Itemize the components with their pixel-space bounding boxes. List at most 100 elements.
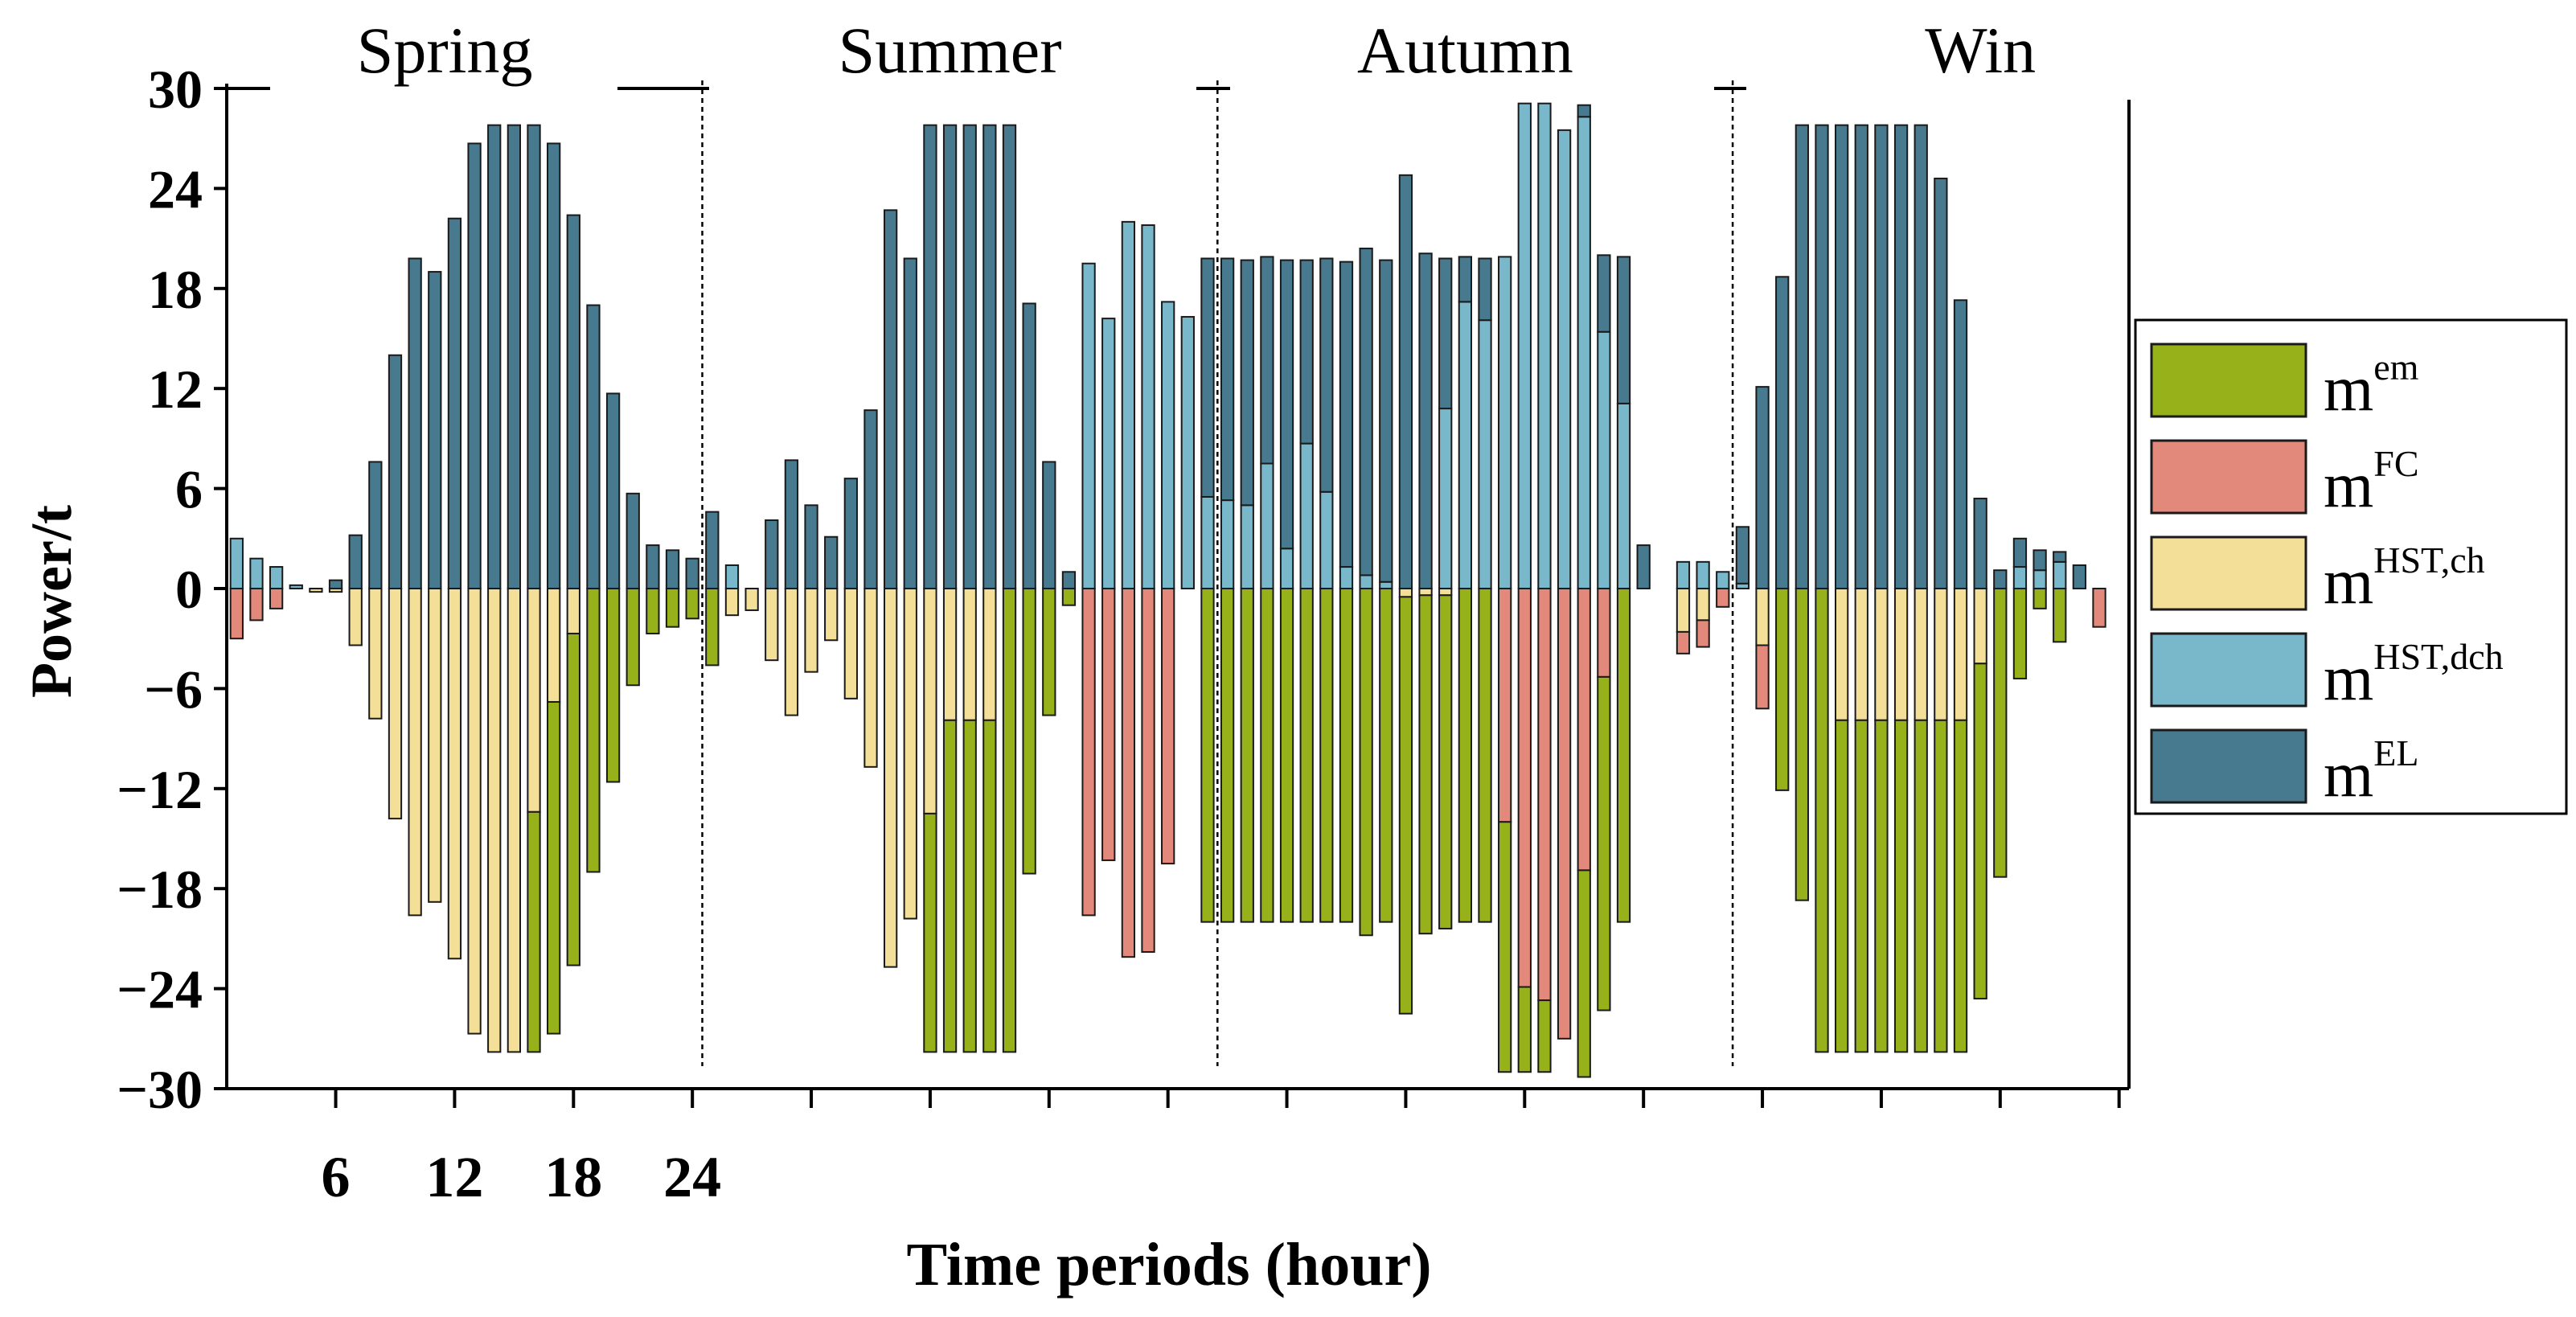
bar-el-56 xyxy=(1319,257,1334,493)
y-tick-label--30: −30 xyxy=(117,1059,203,1120)
bar-el-10 xyxy=(408,257,422,589)
bar-hst_ch-35 xyxy=(903,588,917,920)
bar-hst_dch-2 xyxy=(249,557,264,589)
bar-el-78 xyxy=(1755,386,1770,590)
bar-el-40 xyxy=(1002,124,1017,589)
bar-el-16 xyxy=(527,124,541,589)
bar-el-60 xyxy=(1398,174,1413,589)
bar-el-81 xyxy=(1815,124,1829,589)
bar-hst_dch-67 xyxy=(1537,102,1552,590)
bar-em-41 xyxy=(1022,588,1036,875)
bar-em-66 xyxy=(1517,986,1532,1073)
legend-swatch-fc xyxy=(2150,439,2307,515)
bar-el-69 xyxy=(1577,104,1591,118)
bar-el-83 xyxy=(1854,124,1868,589)
bar-hst_ch-34 xyxy=(883,588,898,968)
bar-el-84 xyxy=(1874,124,1889,589)
bar-el-57 xyxy=(1339,261,1354,568)
bar-el-22 xyxy=(646,544,660,589)
bar-hst_ch-12 xyxy=(447,588,462,960)
bar-fc-95 xyxy=(2092,588,2106,628)
bar-el-94 xyxy=(2072,564,2087,589)
bar-el-52 xyxy=(1240,259,1254,507)
bar-fc-47 xyxy=(1141,588,1155,953)
bar-fc-69 xyxy=(1577,588,1591,872)
bar-em-53 xyxy=(1260,588,1274,923)
bar-el-17 xyxy=(547,142,561,590)
x-tick-label-12: 12 xyxy=(425,1145,483,1209)
y-tick-label-24: 24 xyxy=(148,158,203,220)
bar-el-50 xyxy=(1200,257,1215,498)
bar-hst_dch-74 xyxy=(1676,560,1691,589)
bar-em-84 xyxy=(1874,719,1889,1053)
bar-hst_ch-88 xyxy=(1953,588,1968,721)
bar-em-83 xyxy=(1854,719,1868,1053)
bar-em-91 xyxy=(2012,588,2028,679)
bar-el-6 xyxy=(328,579,343,590)
bar-fc-67 xyxy=(1537,588,1552,1002)
bar-hst_dch-91 xyxy=(2012,566,2028,590)
bar-hst_dch-54 xyxy=(1279,548,1294,589)
bar-hst_ch-37 xyxy=(942,588,958,721)
bar-hst_dch-44 xyxy=(1081,262,1096,589)
y-tick-label--6: −6 xyxy=(144,658,203,720)
bar-el-59 xyxy=(1379,259,1393,583)
bar-el-79 xyxy=(1775,276,1790,589)
bar-fc-66 xyxy=(1517,588,1532,988)
bar-el-32 xyxy=(843,478,858,589)
bar-el-92 xyxy=(2032,549,2047,572)
legend-label-sup-hst_dch: HST,dch xyxy=(2373,636,2503,677)
bar-em-65 xyxy=(1498,821,1512,1073)
bar-hst_ch-33 xyxy=(863,588,878,768)
bar-hst_ch-18 xyxy=(566,588,580,634)
bar-hst_dch-66 xyxy=(1517,102,1532,590)
bar-el-64 xyxy=(1478,257,1492,322)
bar-el-7 xyxy=(348,534,363,589)
bar-el-39 xyxy=(982,124,997,589)
bar-em-22 xyxy=(646,588,660,634)
bar-hst_ch-11 xyxy=(428,588,442,903)
bar-hst_dch-71 xyxy=(1616,402,1631,589)
bar-el-90 xyxy=(1993,569,2008,590)
bar-hst_ch-29 xyxy=(784,588,799,716)
bar-el-71 xyxy=(1616,256,1631,404)
bar-em-57 xyxy=(1339,588,1354,923)
bar-hst_ch-83 xyxy=(1854,588,1868,721)
bar-em-87 xyxy=(1934,719,1948,1053)
bar-em-88 xyxy=(1953,719,1968,1053)
bar-em-56 xyxy=(1319,588,1334,923)
bar-el-77 xyxy=(1735,526,1750,585)
bar-hst_dch-70 xyxy=(1597,330,1611,589)
bar-fc-76 xyxy=(1716,588,1730,608)
bar-hst_ch-8 xyxy=(368,588,383,720)
bar-em-40 xyxy=(1002,588,1017,1053)
bar-hst_ch-74 xyxy=(1676,588,1691,633)
bar-hst_dch-59 xyxy=(1379,581,1393,589)
bar-hst_ch-36 xyxy=(923,588,937,814)
bar-hst_dch-76 xyxy=(1716,571,1730,589)
bar-em-92 xyxy=(2032,588,2047,609)
bar-hst_dch-26 xyxy=(724,564,740,589)
bar-el-62 xyxy=(1438,257,1453,410)
bar-hst_dch-53 xyxy=(1260,462,1274,589)
bar-em-39 xyxy=(982,719,997,1053)
bar-fc-45 xyxy=(1101,588,1116,861)
bar-el-89 xyxy=(1973,498,1987,589)
bar-em-71 xyxy=(1616,588,1631,923)
y-tick-label-18: 18 xyxy=(148,259,203,320)
bar-em-43 xyxy=(1061,588,1077,606)
legend-label-sup-el: EL xyxy=(2373,732,2418,773)
bar-el-63 xyxy=(1458,256,1473,303)
bar-el-28 xyxy=(765,519,779,590)
y-tick-label-12: 12 xyxy=(148,359,203,420)
y-tick-label--24: −24 xyxy=(117,959,203,1020)
legend-label-sup-hst_ch: HST,ch xyxy=(2373,540,2484,581)
season-labels: Spring Summer Autumn Win xyxy=(357,14,2036,87)
bar-el-86 xyxy=(1914,124,1928,589)
bar-el-38 xyxy=(962,124,977,589)
bar-hst_dch-1 xyxy=(229,537,244,589)
bar-em-80 xyxy=(1795,588,1809,901)
bar-em-42 xyxy=(1042,588,1056,716)
bar-hst_ch-13 xyxy=(467,588,482,1035)
legend-swatch-hst_ch xyxy=(2150,535,2307,611)
